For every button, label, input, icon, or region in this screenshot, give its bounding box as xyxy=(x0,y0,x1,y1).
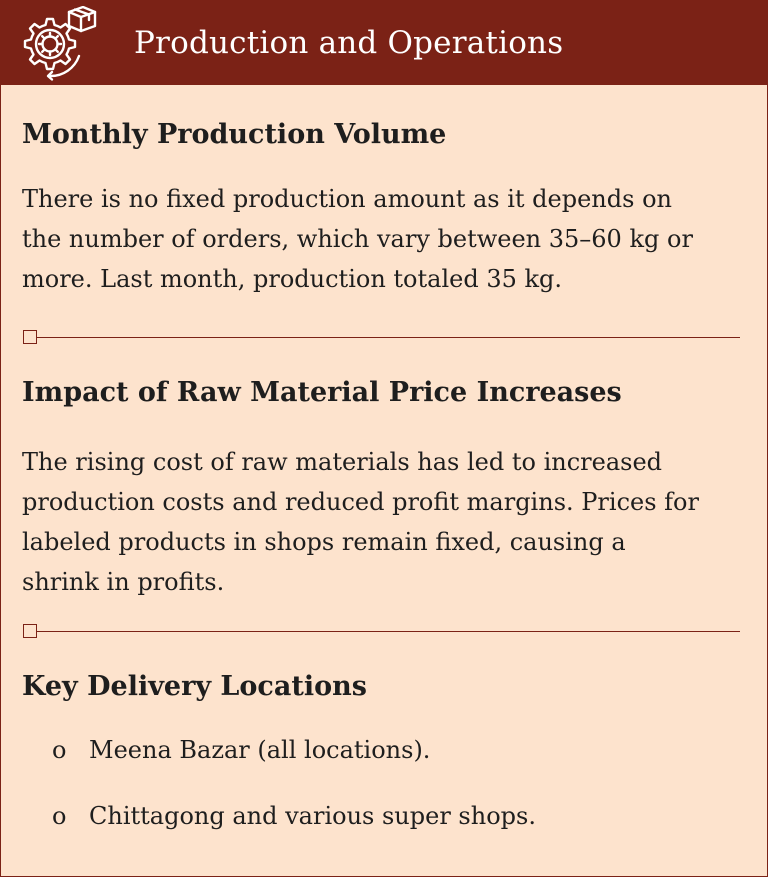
divider-square xyxy=(23,330,37,344)
list-bullet: o xyxy=(52,736,67,764)
card-header: Production and Operations xyxy=(1,1,767,85)
list-bullet: o xyxy=(52,802,67,830)
section-divider xyxy=(23,330,740,346)
body-line: shrink in profits. xyxy=(22,568,225,596)
divider-rule xyxy=(37,337,740,338)
divider-rule xyxy=(37,631,740,632)
section-heading-production-volume: Monthly Production Volume xyxy=(22,119,447,150)
list-item: o Meena Bazar (all locations). xyxy=(1,730,767,770)
divider-square xyxy=(23,624,37,638)
body-line: The rising cost of raw materials has led… xyxy=(22,448,663,476)
body-line: production costs and reduced profit marg… xyxy=(22,488,699,516)
body-line: the number of orders, which vary between… xyxy=(22,225,693,253)
body-line: labeled products in shops remain fixed, … xyxy=(22,528,626,556)
section-body-production-volume: There is no fixed production amount as i… xyxy=(22,179,742,299)
section-heading-delivery-locations: Key Delivery Locations xyxy=(22,671,367,702)
body-line: more. Last month, production totaled 35 … xyxy=(22,265,563,293)
page-title: Production and Operations xyxy=(134,25,564,61)
list-item-text: Meena Bazar (all locations). xyxy=(89,736,431,764)
section-divider xyxy=(23,624,740,640)
gear-box-icon xyxy=(23,6,97,81)
body-line: There is no fixed production amount as i… xyxy=(22,185,672,213)
list-item: o Chittagong and various super shops. xyxy=(1,796,767,836)
section-body-raw-material-prices: The rising cost of raw materials has led… xyxy=(22,442,742,602)
section-heading-raw-material-prices: Impact of Raw Material Price Increases xyxy=(22,377,622,408)
list-item-text: Chittagong and various super shops. xyxy=(89,802,536,830)
